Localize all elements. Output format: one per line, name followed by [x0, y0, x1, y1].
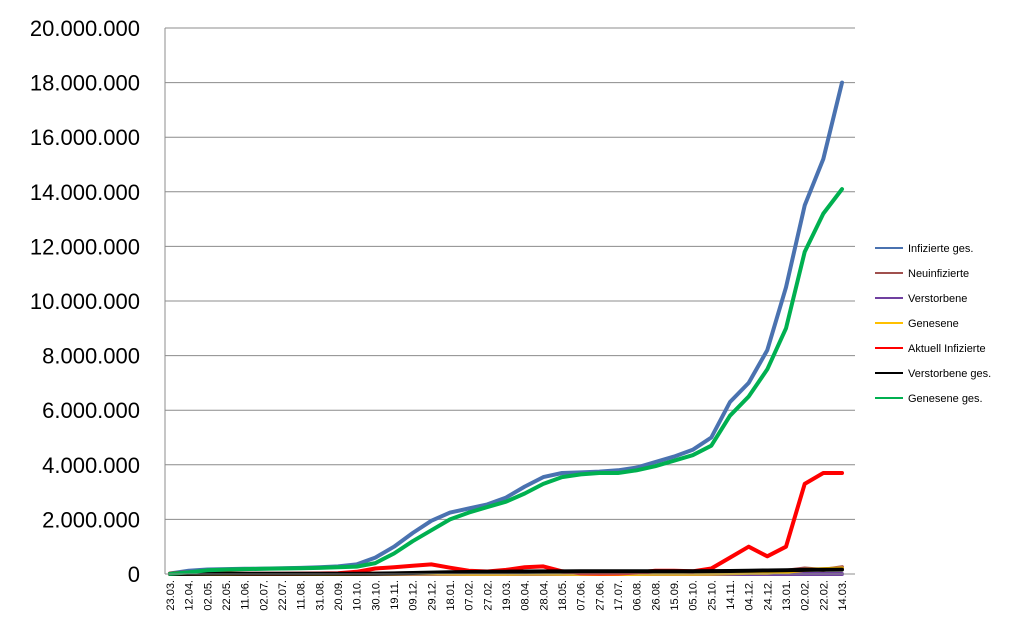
y-tick-label: 2.000.000	[42, 507, 140, 532]
series-line	[168, 187, 844, 576]
x-tick-label: 08.04.	[520, 580, 532, 611]
x-tick-label: 27.02.	[482, 580, 494, 611]
x-tick-label: 20.09.	[333, 580, 345, 611]
legend-label: Genesene ges.	[908, 393, 983, 405]
x-tick-label: 18.01.	[445, 580, 457, 611]
x-tick-label: 14.11.	[725, 580, 737, 610]
x-tick-label: 14.03.	[837, 580, 849, 611]
x-tick-label: 02.02.	[800, 580, 812, 611]
x-tick-label: 26.08.	[650, 580, 662, 611]
x-tick-label: 12.04.	[184, 580, 196, 611]
x-axis-ticks: 23.03. 12.04. 02.05. 22.05. 11.06. 02.07. 22.0…	[165, 580, 849, 611]
x-tick-label: 05.10.	[688, 580, 700, 611]
legend-label: Infizierte ges.	[908, 243, 973, 255]
legend: Infizierte ges. Neuinfizierte Verstorbene G…	[875, 243, 991, 405]
x-tick-label: 13.01.	[781, 580, 793, 611]
y-axis-ticks: 0 2.000.000 4.000.000 6.000.000 8.000.000 10.…	[30, 16, 140, 587]
x-tick-label: 06.08.	[632, 580, 644, 611]
x-tick-label: 31.08.	[314, 580, 326, 611]
x-tick-label: 25.10.	[706, 580, 718, 611]
x-tick-label: 10.10.	[352, 580, 364, 611]
x-tick-label: 07.02.	[464, 580, 476, 611]
legend-label: Aktuell Infizierte	[908, 343, 986, 355]
legend-label: Genesene	[908, 318, 959, 330]
y-tick-label: 12.000.000	[30, 234, 140, 259]
x-tick-label: 30.10.	[370, 580, 382, 611]
x-tick-label: 29.12.	[426, 580, 438, 611]
x-tick-label: 22.02.	[818, 580, 830, 611]
legend-label: Verstorbene	[908, 293, 967, 305]
x-tick-label: 18.05.	[557, 580, 569, 611]
x-tick-label: 02.07.	[258, 580, 270, 611]
x-tick-label: 23.03.	[165, 580, 177, 611]
x-tick-label: 28.04.	[538, 580, 550, 611]
axes	[164, 28, 855, 575]
x-tick-label: 04.12.	[744, 580, 756, 611]
y-tick-label: 8.000.000	[42, 344, 140, 369]
y-tick-label: 4.000.000	[42, 453, 140, 478]
y-tick-label: 14.000.000	[30, 180, 140, 205]
legend-label: Neuinfizierte	[908, 268, 969, 280]
legend-label: Verstorbene ges.	[908, 368, 991, 380]
x-tick-label: 27.06.	[594, 580, 606, 611]
y-tick-label: 16.000.000	[30, 125, 140, 150]
x-tick-label: 19.11.	[389, 580, 401, 610]
x-tick-label: 11.06.	[240, 580, 252, 610]
x-tick-label: 24.12.	[762, 580, 774, 611]
y-tick-label: 10.000.000	[30, 289, 140, 314]
x-tick-label: 09.12.	[408, 580, 420, 611]
y-tick-label: 0	[128, 562, 140, 587]
y-tick-label: 18.000.000	[30, 71, 140, 96]
x-tick-label: 17.07.	[613, 580, 625, 611]
gridlines	[165, 27, 855, 520]
x-tick-label: 19.03.	[501, 580, 513, 611]
x-tick-label: 22.07.	[277, 580, 289, 611]
x-tick-label: 07.06.	[576, 580, 588, 611]
x-tick-label: 22.05.	[221, 580, 233, 611]
x-tick-label: 02.05.	[202, 580, 214, 611]
x-tick-label: 15.09.	[669, 580, 681, 611]
y-tick-label: 20.000.000	[30, 16, 140, 41]
y-tick-label: 6.000.000	[42, 398, 140, 423]
x-tick-label: 11.08.	[296, 580, 308, 610]
